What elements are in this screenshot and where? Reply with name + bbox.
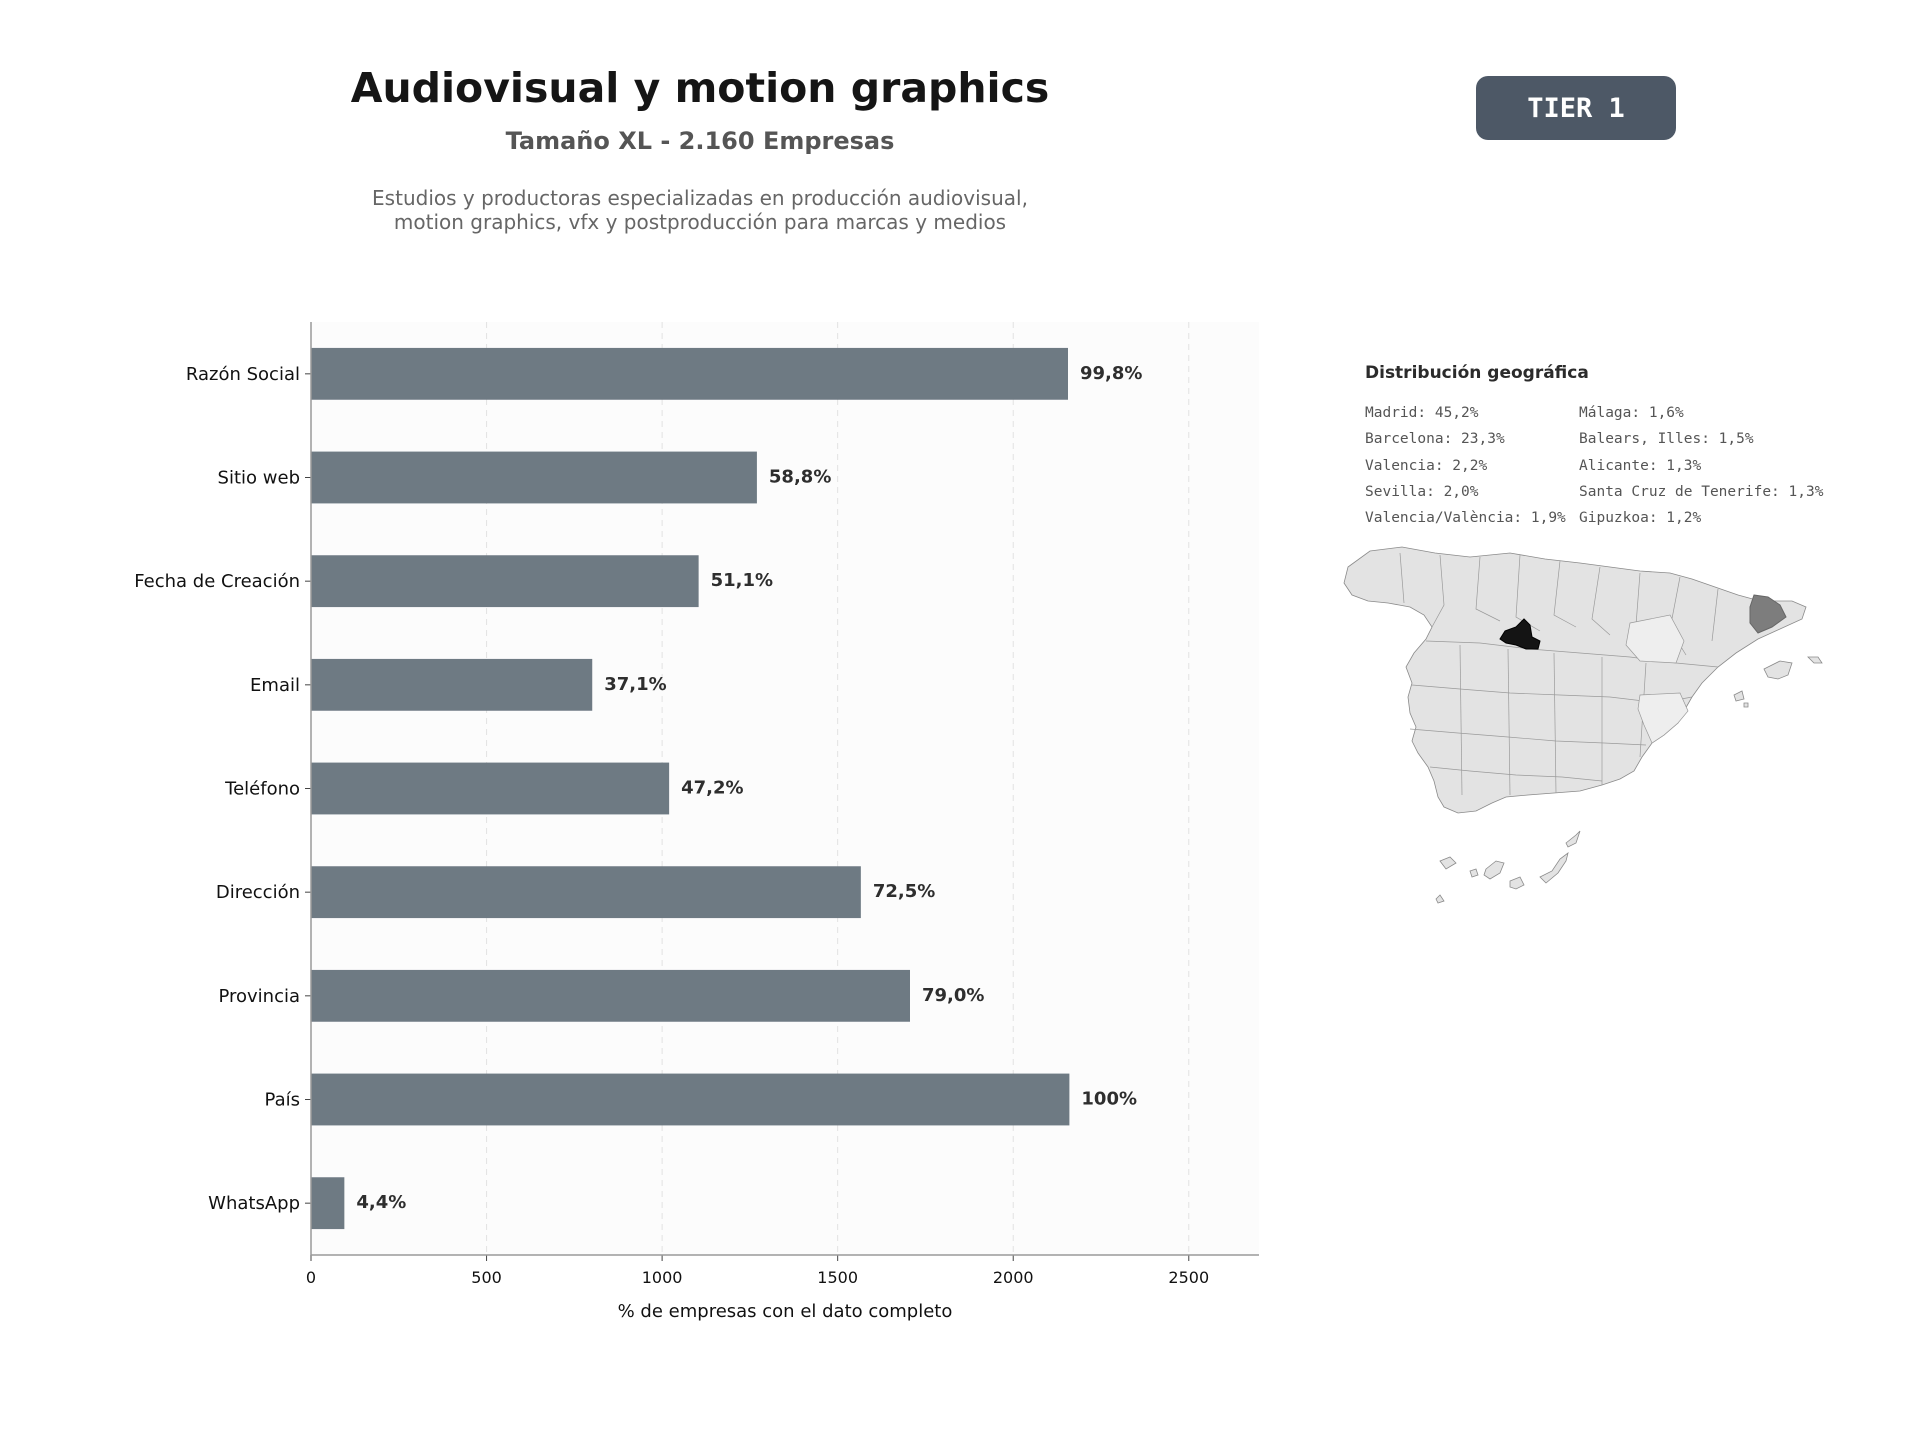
geo-distribution-title: Distribución geográfica bbox=[1365, 363, 1589, 383]
description-line-1: Estudios y productoras especializadas en… bbox=[372, 186, 1028, 210]
spain-province-map bbox=[1343, 546, 1823, 904]
data-label: 72,5% bbox=[873, 881, 935, 902]
completeness-bar-chart: 0 500 1000 1500 2000 2500 Razón Social 99,8% Sit… bbox=[134, 322, 1259, 1322]
bar bbox=[311, 555, 699, 608]
y-tick-label: Provincia bbox=[218, 986, 300, 1007]
data-label: 47,2% bbox=[681, 778, 743, 799]
region-valencia-highlight bbox=[1637, 692, 1689, 744]
page-subtitle: Tamaño XL - 2.160 Empresas bbox=[505, 127, 895, 155]
bar bbox=[311, 866, 861, 919]
bar bbox=[311, 969, 910, 1022]
y-tick-label: Teléfono bbox=[224, 779, 300, 800]
x-axis-label: % de empresas con el dato completo bbox=[618, 1301, 953, 1322]
bar bbox=[311, 451, 757, 504]
data-label: 4,4% bbox=[356, 1192, 406, 1213]
x-tick-label: 1000 bbox=[642, 1268, 683, 1287]
geo-item-sevilla: Sevilla: 2,0% bbox=[1365, 483, 1479, 500]
geo-item-balears: Balears, Illes: 1,5% bbox=[1579, 431, 1754, 448]
data-label: 79,0% bbox=[922, 985, 984, 1006]
geo-item-tenerife: Santa Cruz de Tenerife: 1,3% bbox=[1579, 483, 1824, 500]
x-tick-label: 500 bbox=[471, 1268, 502, 1287]
bar bbox=[311, 347, 1068, 400]
y-tick-label: Sitio web bbox=[218, 468, 300, 489]
geo-item-malaga: Málaga: 1,6% bbox=[1579, 405, 1684, 421]
page-description: Estudios y productoras especializadas en… bbox=[250, 186, 1150, 234]
region-zaragoza-highlight bbox=[1625, 614, 1685, 664]
y-tick-label: WhatsApp bbox=[208, 1193, 300, 1214]
data-label: 37,1% bbox=[604, 674, 666, 695]
bar bbox=[311, 1177, 345, 1230]
bar bbox=[311, 762, 670, 815]
x-tick-label: 2000 bbox=[993, 1268, 1034, 1287]
x-tick-label: 0 bbox=[306, 1268, 316, 1287]
y-tick-label: Email bbox=[250, 675, 300, 696]
description-line-2: motion graphics, vfx y postproducción pa… bbox=[393, 210, 1007, 234]
region-madrid bbox=[1499, 618, 1541, 650]
y-tick-label: Fecha de Creación bbox=[134, 571, 300, 592]
geo-item-valencia-valencia: Valencia/València: 1,9% bbox=[1365, 510, 1566, 527]
geo-item-valencia: Valencia: 2,2% bbox=[1365, 457, 1488, 474]
data-label: 99,8% bbox=[1080, 363, 1142, 384]
canary-islands bbox=[1435, 830, 1581, 904]
balearic-islands bbox=[1733, 656, 1823, 708]
bar bbox=[311, 1073, 1070, 1126]
peninsula-shape bbox=[1343, 546, 1807, 814]
region-barcelona bbox=[1749, 594, 1787, 634]
bar bbox=[311, 658, 593, 711]
y-tick-label: País bbox=[265, 1090, 300, 1111]
geo-item-alicante: Alicante: 1,3% bbox=[1579, 457, 1702, 474]
geo-item-madrid: Madrid: 45,2% bbox=[1365, 405, 1479, 421]
tier-badge: TIER 1 bbox=[1476, 76, 1676, 140]
x-tick-label: 1500 bbox=[817, 1268, 858, 1287]
y-tick-label: Dirección bbox=[216, 882, 300, 903]
data-label: 58,8% bbox=[769, 467, 831, 488]
geo-distribution-list: Madrid: 45,2% Málaga: 1,6% Barcelona: 23… bbox=[1365, 400, 1885, 531]
data-label: 100% bbox=[1081, 1089, 1137, 1110]
data-label: 51,1% bbox=[711, 570, 773, 591]
geo-item-gipuzkoa: Gipuzkoa: 1,2% bbox=[1579, 510, 1702, 527]
peninsula-outline bbox=[1343, 546, 1807, 814]
geo-item-barcelona: Barcelona: 23,3% bbox=[1365, 431, 1505, 448]
x-tick-label: 2500 bbox=[1168, 1268, 1209, 1287]
page-title: Audiovisual y motion graphics bbox=[350, 64, 1050, 112]
y-tick-label: Razón Social bbox=[186, 364, 300, 385]
